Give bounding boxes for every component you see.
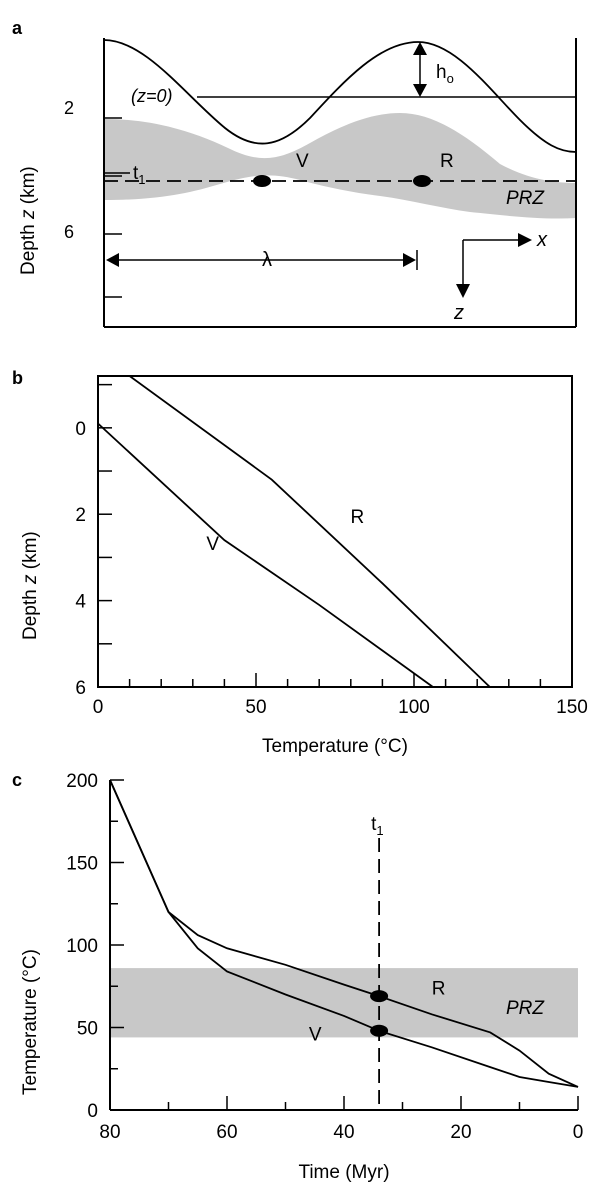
panel-c-y-tick-label: 200 xyxy=(66,771,98,792)
panel-a-valley-label: V xyxy=(296,151,309,172)
panel-c-ylabel: Temperature (°C) xyxy=(20,949,41,1095)
panel-a-zero-label: (z=0) xyxy=(131,86,173,106)
panel-b-series-r xyxy=(129,375,491,688)
panel-a-valley-point xyxy=(253,175,271,187)
panel-b-x-tick-label: 50 xyxy=(245,697,266,718)
panel-c-prz-band xyxy=(110,968,578,1038)
panel-b-x-tick-label: 0 xyxy=(93,697,104,718)
panel-a-amplitude-label: ho xyxy=(436,62,454,86)
panel-c-series-v xyxy=(109,779,579,1088)
panel-b-x-tick-label: 100 xyxy=(398,697,430,718)
panel-c-y-tick-label: 150 xyxy=(66,854,98,875)
panel-a-ylabel: Depth z (km) xyxy=(18,166,39,275)
panel-b-xlabel: Temperature (°C) xyxy=(262,736,408,757)
panel-a-prz-band xyxy=(104,113,576,219)
panel-a-x-axis-label: x xyxy=(536,229,548,251)
panel-a-arrowhead xyxy=(456,284,470,298)
panel-a-prz-label: PRZ xyxy=(506,188,545,209)
panel-c-label: c xyxy=(12,770,22,790)
panel-c-series-label: R xyxy=(432,979,446,1000)
panel-c-xlabel: Time (Myr) xyxy=(298,1162,389,1183)
panel-a-arrowhead xyxy=(413,42,427,55)
panel-b-y-tick-label: 2 xyxy=(75,505,86,526)
panel-c-series-r xyxy=(109,779,579,1088)
panel-b-label: b xyxy=(12,368,23,388)
panel-a-arrowhead xyxy=(106,253,119,267)
panel-b-y-tick-label: 0 xyxy=(75,419,86,440)
panel-c-y-tick-label: 50 xyxy=(77,1019,98,1040)
panel-a-topography xyxy=(103,39,577,153)
panel-a-wavelength-label: λ xyxy=(262,249,272,271)
panel-c-t1-label: t1 xyxy=(371,814,384,838)
panel-b-ylabel: Depth z (km) xyxy=(20,531,41,640)
panel-c-y-tick-label: 0 xyxy=(87,1101,98,1122)
panel-a-tick-label: 2 xyxy=(64,98,74,118)
panel-c-prz-label: PRZ xyxy=(506,998,545,1019)
panel-a-ridge-point xyxy=(413,175,431,187)
panel-b-series-label: V xyxy=(206,534,219,555)
panel-a-arrowhead xyxy=(403,253,416,267)
panel-a: a 2 6 Depth z (km) (z=0) ho xyxy=(12,18,577,328)
panel-a-tick-label: 6 xyxy=(64,222,74,242)
panel-a-label: a xyxy=(12,18,23,38)
panel-b-y-tick-label: 4 xyxy=(75,592,86,613)
panel-b-series-v xyxy=(97,422,434,688)
panel-c-x-tick-label: 40 xyxy=(333,1122,354,1143)
panel-c-series-label: V xyxy=(309,1025,322,1046)
panel-c-x-tick-label: 60 xyxy=(216,1122,237,1143)
panel-c-x-tick-label: 20 xyxy=(450,1122,471,1143)
panel-c-x-tick-label: 0 xyxy=(573,1122,584,1143)
panel-c-y-tick-label: 100 xyxy=(66,936,98,957)
panel-b-y-tick-label: 6 xyxy=(75,678,86,699)
panel-a-ridge-label: R xyxy=(440,151,454,172)
panel-b-ticks: 0 50 100 150 0 2 4 6 xyxy=(75,383,588,718)
panel-c-t1-point xyxy=(370,1024,389,1037)
panel-a-z-axis-label: z xyxy=(453,302,464,324)
panel-b-frame xyxy=(97,375,573,688)
panel-b-series-label: R xyxy=(350,507,364,528)
panel-c-x-tick-label: 80 xyxy=(99,1122,120,1143)
panel-a-arrowhead xyxy=(518,233,532,247)
panel-b-x-tick-label: 150 xyxy=(556,697,588,718)
panel-b-series: VR xyxy=(97,375,491,688)
panel-c-t1-point xyxy=(370,990,389,1003)
panel-c-series: RV xyxy=(109,779,579,1088)
panel-a-arrowhead xyxy=(413,84,427,97)
panel-a-t1-label: t1 xyxy=(133,163,146,187)
